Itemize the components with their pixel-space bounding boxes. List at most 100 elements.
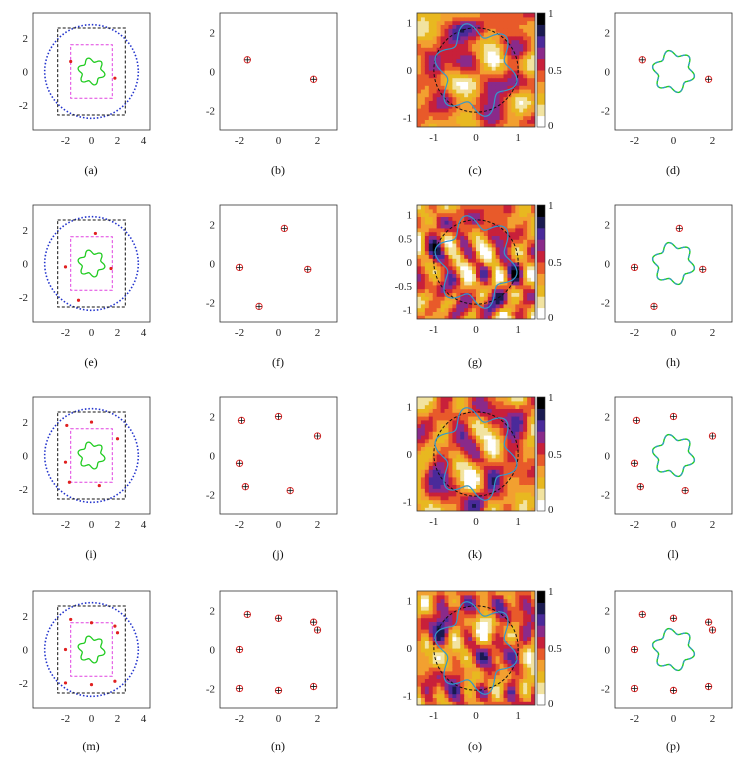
heat-cell bbox=[428, 119, 434, 124]
heat-cell bbox=[479, 598, 485, 603]
heat-cell bbox=[476, 119, 481, 124]
heat-cell bbox=[495, 66, 501, 71]
heat-cell bbox=[527, 265, 532, 271]
heat-cell bbox=[476, 427, 481, 432]
heat-cell bbox=[420, 465, 426, 470]
heat-cell bbox=[523, 591, 528, 596]
heat-cell bbox=[531, 300, 535, 305]
true-source-marker bbox=[235, 459, 244, 467]
heat-cell bbox=[472, 438, 477, 444]
heat-cell bbox=[440, 212, 446, 217]
heat-cell bbox=[495, 625, 501, 630]
heat-cell bbox=[472, 625, 477, 630]
heat-cell bbox=[432, 427, 438, 432]
heat-cell bbox=[531, 427, 535, 432]
heat-cell bbox=[432, 412, 438, 417]
colorbar-segment bbox=[537, 216, 545, 229]
heat-cell bbox=[452, 208, 457, 214]
heat-cell bbox=[483, 610, 489, 615]
heat-cell bbox=[483, 32, 489, 37]
heat-cell bbox=[440, 51, 446, 56]
heat-cell bbox=[519, 235, 524, 240]
heat-cell bbox=[523, 480, 528, 485]
heat-cell bbox=[456, 92, 461, 98]
heat-cell bbox=[495, 484, 501, 489]
heat-cell bbox=[476, 227, 481, 233]
heat-cell bbox=[464, 442, 469, 447]
heat-cell bbox=[472, 682, 477, 687]
heat-cell bbox=[523, 13, 528, 18]
heat-cell bbox=[503, 70, 509, 75]
heat-cell bbox=[420, 640, 426, 645]
heat-cell bbox=[523, 408, 528, 413]
heat-cell bbox=[424, 648, 430, 653]
heat-cell bbox=[448, 461, 453, 466]
heat-cell bbox=[468, 693, 473, 698]
heat-cell bbox=[460, 77, 465, 82]
heat-cell bbox=[468, 461, 473, 466]
heat-cell bbox=[448, 602, 453, 607]
heat-cell bbox=[464, 644, 469, 649]
heat-cell bbox=[440, 284, 446, 290]
heat-cell bbox=[444, 250, 450, 255]
heat-cell bbox=[523, 277, 528, 282]
heat-cell bbox=[444, 224, 450, 229]
heat-cell bbox=[428, 284, 434, 290]
heat-cell bbox=[420, 594, 426, 600]
heat-cell bbox=[464, 51, 469, 56]
heat-cell bbox=[523, 682, 528, 687]
heat-cell bbox=[468, 663, 473, 668]
heat-cell bbox=[523, 431, 528, 436]
panel-caption: (p) bbox=[666, 739, 680, 753]
heat-cell bbox=[515, 104, 520, 109]
heat-cell bbox=[460, 212, 465, 217]
heat-cell bbox=[440, 636, 446, 641]
heat-cell bbox=[432, 216, 438, 221]
heat-cell bbox=[476, 667, 481, 672]
heat-cell bbox=[511, 311, 516, 316]
heat-cell bbox=[479, 689, 485, 695]
heat-cell bbox=[432, 670, 438, 676]
heat-cell bbox=[476, 484, 481, 489]
heat-cell bbox=[420, 51, 426, 56]
heat-cell bbox=[499, 492, 505, 497]
heat-cell bbox=[472, 235, 477, 240]
heat-cell bbox=[448, 651, 453, 657]
heat-cell bbox=[483, 108, 489, 113]
heat-cell bbox=[448, 701, 453, 705]
heat-cell bbox=[531, 231, 535, 236]
heat-cell bbox=[460, 412, 465, 417]
heat-cell bbox=[424, 503, 430, 508]
heat-cell bbox=[483, 495, 489, 501]
colorbar-segment bbox=[537, 442, 545, 455]
heat-cell bbox=[499, 404, 505, 409]
heat-cell bbox=[515, 54, 520, 60]
heat-cell bbox=[499, 670, 505, 676]
heat-cell bbox=[436, 667, 442, 672]
heat-cell bbox=[531, 212, 535, 217]
heat-cell bbox=[436, 307, 442, 312]
heat-cell bbox=[472, 701, 477, 705]
heat-cell bbox=[487, 288, 493, 293]
heat-cell bbox=[464, 438, 469, 444]
heat-cell bbox=[523, 450, 528, 455]
heat-cell bbox=[472, 442, 477, 447]
heat-cell bbox=[483, 423, 489, 428]
heat-cell bbox=[503, 397, 509, 402]
heat-cell bbox=[456, 20, 461, 25]
heat-cell bbox=[495, 315, 501, 319]
heat-cell bbox=[519, 288, 524, 293]
heat-cell bbox=[515, 258, 520, 263]
recovered-source-marker bbox=[314, 627, 321, 633]
heat-cell bbox=[440, 693, 446, 698]
heat-cell bbox=[456, 454, 461, 459]
heat-cell bbox=[491, 246, 497, 252]
heat-cell bbox=[515, 507, 520, 511]
heat-cell bbox=[424, 28, 430, 33]
heat-cell bbox=[428, 281, 434, 286]
heat-cell bbox=[468, 492, 473, 497]
heat-cell bbox=[531, 100, 535, 105]
heat-cell bbox=[464, 488, 469, 493]
heat-cell bbox=[476, 28, 481, 33]
heat-cell bbox=[448, 311, 453, 316]
